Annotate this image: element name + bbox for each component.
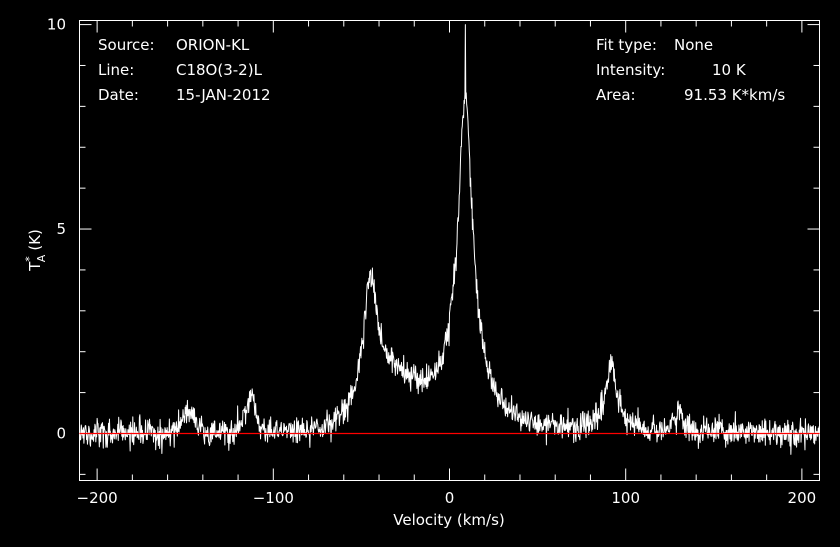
source-value: ORION-KL [176,36,250,54]
line-value: C18O(3-2)L [176,61,263,79]
fit-info: Fit type: None Intensity: 10 K Area: 91.… [596,36,785,104]
line-key: Line: [98,61,134,79]
source-key: Source: [98,36,155,54]
area-value: 91.53 K*km/s [684,86,785,104]
y-axis-ticks: 0 5 10 [47,16,820,475]
y-axis-label-text: T*A(K) [23,229,48,272]
y-tick-label: 10 [47,16,66,34]
y-tick-label: 5 [56,220,66,238]
source-info: Source: ORION-KL Line: C18O(3-2)L Date: … [98,36,271,104]
y-axis-label: T*A(K) [23,229,48,272]
x-tick-label: 0 [445,489,455,507]
fit-type-key: Fit type: [596,36,657,54]
area-key: Area: [596,86,636,104]
y-tick-label: 0 [56,424,66,442]
date-value: 15-JAN-2012 [176,86,271,104]
fit-type-value: None [674,36,713,54]
x-axis-label: Velocity (km/s) [393,511,504,529]
intensity-key: Intensity: [596,61,665,79]
x-tick-label: 100 [611,489,640,507]
x-tick-label: −200 [77,489,118,507]
x-tick-label: −100 [253,489,294,507]
spectrum-series-line [79,24,820,455]
date-key: Date: [98,86,139,104]
intensity-value: 10 K [712,61,747,79]
x-axis-ticks: −200 −100 0 100 200 [77,20,817,507]
x-tick-label: 200 [788,489,817,507]
